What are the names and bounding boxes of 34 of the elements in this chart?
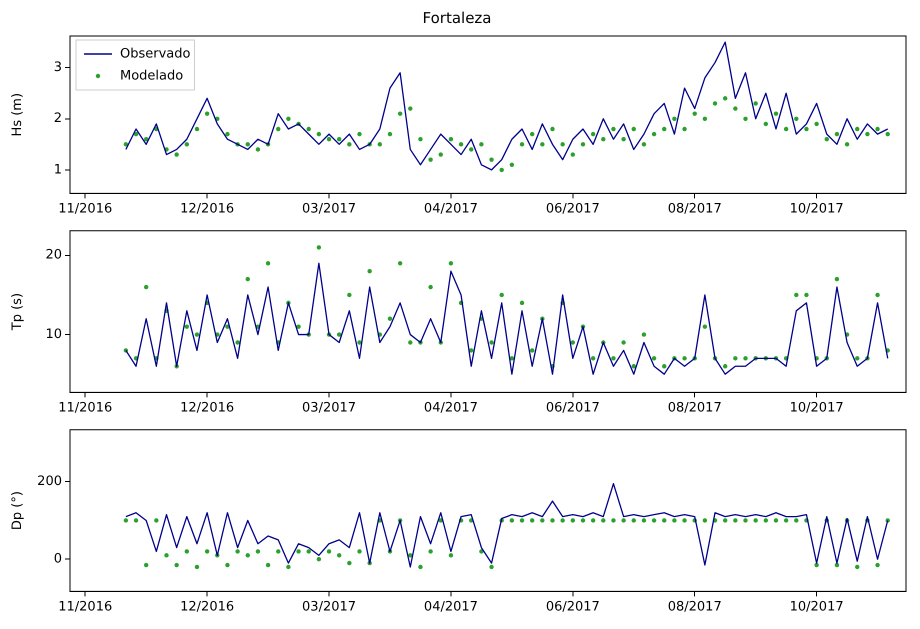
- chart-title: Fortaleza: [422, 8, 492, 27]
- x-tick-label: 12/2016: [180, 400, 234, 416]
- x-tick-label: 10/2017: [790, 202, 844, 217]
- y-tick-label: 0: [54, 552, 62, 567]
- x-tick-label: 06/2017: [546, 202, 600, 217]
- x-tick-label: 08/2017: [668, 202, 722, 217]
- x-tick-label: 11/2016: [58, 400, 112, 416]
- legend-label: Modelado: [120, 68, 184, 84]
- x-tick-label: 03/2017: [302, 202, 356, 217]
- y-axis-title: Tp (s): [10, 292, 26, 332]
- y-tick-label: 10: [45, 326, 62, 342]
- x-tick-label: 08/2017: [668, 600, 722, 615]
- y-tick-label: 200: [37, 474, 62, 490]
- x-tick-label: 11/2016: [58, 202, 112, 217]
- y-tick-label: 20: [45, 248, 62, 263]
- x-tick-label: 04/2017: [424, 202, 478, 217]
- y-tick-label: 3: [54, 60, 62, 76]
- x-tick-label: 12/2016: [180, 600, 234, 615]
- x-tick-label: 03/2017: [302, 400, 356, 416]
- x-tick-label: 03/2017: [302, 600, 356, 615]
- x-tick-label: 11/2016: [58, 600, 112, 615]
- x-tick-label: 12/2016: [180, 202, 234, 217]
- y-axis-title: Hs (m): [10, 92, 26, 136]
- x-tick-label: 06/2017: [546, 400, 600, 416]
- y-tick-label: 2: [54, 111, 62, 126]
- x-tick-label: 08/2017: [668, 400, 722, 416]
- x-tick-label: 04/2017: [424, 400, 478, 416]
- x-tick-label: 10/2017: [790, 400, 844, 416]
- x-tick-label: 04/2017: [424, 600, 478, 615]
- y-axis-title: Dp (°): [10, 491, 26, 530]
- y-tick-label: 1: [54, 162, 62, 178]
- legend-label: Observado: [120, 46, 191, 62]
- x-tick-label: 10/2017: [790, 600, 844, 615]
- x-tick-label: 06/2017: [546, 600, 600, 615]
